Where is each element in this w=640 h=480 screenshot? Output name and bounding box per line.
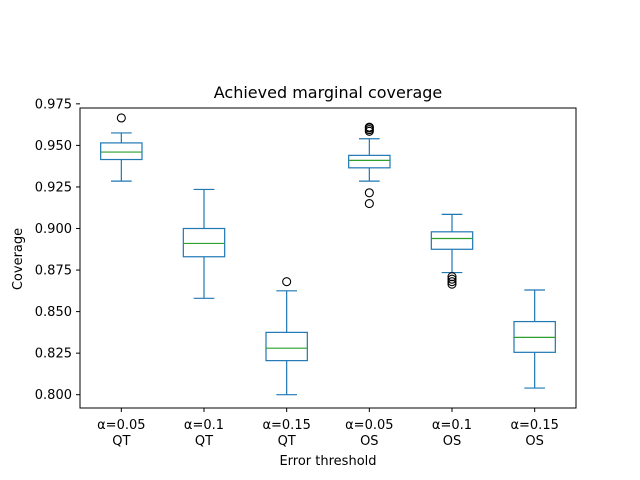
box-3: [265, 277, 308, 396]
box-1: [100, 113, 143, 182]
outlier-point: [447, 274, 457, 284]
outlier-point: [116, 113, 126, 123]
y-tick-label: 0.825: [35, 347, 72, 362]
y-tick-label: 0.975: [35, 97, 72, 112]
x-tick-label: α=0.15: [262, 418, 310, 433]
x-tick-label: QT: [195, 434, 213, 449]
x-axis-label: Error threshold: [279, 454, 376, 469]
x-tick-label: OS: [360, 434, 378, 449]
y-tick-label: 0.900: [35, 222, 72, 237]
y-axis-label: Coverage: [11, 228, 26, 290]
outlier-point: [447, 272, 457, 282]
outlier-point: [364, 199, 374, 209]
x-tick-label: α=0.05: [345, 418, 393, 433]
x-tick-label: α=0.05: [97, 418, 145, 433]
outlier-point: [364, 122, 374, 132]
y-tick-label: 0.875: [35, 264, 72, 279]
iqr-box: [348, 154, 391, 169]
x-tick-label: OS: [443, 434, 461, 449]
box-2: [182, 188, 226, 299]
iqr-box: [265, 331, 308, 362]
plot-area: [79, 107, 577, 409]
y-tick-label: 0.850: [35, 305, 72, 320]
iqr-box: [182, 227, 226, 258]
iqr-box: [430, 231, 474, 250]
box-4: [348, 122, 391, 209]
x-tick-label: α=0.15: [510, 418, 558, 433]
axes-frame: [79, 107, 577, 409]
x-tick-label: QT: [278, 434, 296, 449]
box-5: [430, 213, 474, 289]
y-tick-label: 0.800: [35, 388, 72, 403]
x-axis: α=0.05QTα=0.1QTα=0.15QTα=0.05OSα=0.1OSα=…: [97, 408, 559, 449]
x-tick-label: α=0.1: [432, 418, 472, 433]
x-tick-label: QT: [112, 434, 130, 449]
chart-title: Achieved marginal coverage: [214, 83, 443, 102]
y-tick-label: 0.925: [35, 180, 72, 195]
y-axis: 0.800 0.825 0.850 0.875 0.900 0.925 0.950 0.975: [35, 97, 80, 403]
x-tick-label: α=0.1: [184, 418, 224, 433]
x-tick-label: OS: [525, 434, 543, 449]
y-tick-label: 0.950: [35, 139, 72, 154]
box-6: [513, 289, 556, 389]
outlier-point: [364, 188, 374, 198]
iqr-box: [100, 142, 143, 161]
outlier-point: [447, 277, 457, 287]
outlier-point: [282, 277, 292, 287]
